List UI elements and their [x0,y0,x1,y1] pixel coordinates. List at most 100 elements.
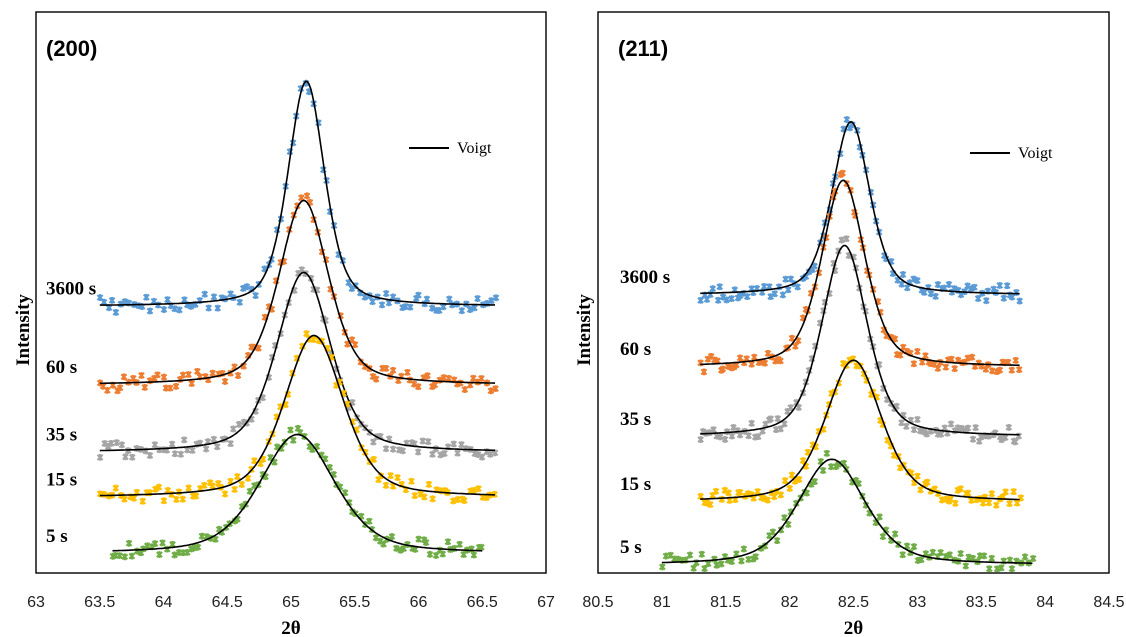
data-point [192,492,200,500]
voigt-fit-line [112,433,483,552]
data-point [180,436,188,444]
data-point [168,440,176,448]
data-point [369,298,376,306]
data-point [1012,356,1020,364]
data-point [891,530,899,538]
data-point [188,380,196,387]
data-point [839,169,846,177]
data-point [697,359,704,367]
data-point [172,382,180,390]
data-point [977,433,985,441]
y-axis-title-left: Intensity [13,294,34,366]
data-point [918,358,926,366]
data-point [415,535,422,543]
data-point [932,293,939,300]
data-point [777,357,784,365]
data-point [151,540,159,548]
data-point [365,517,373,525]
data-point [697,436,704,443]
data-point [229,425,237,433]
data-point [410,380,418,388]
data-point [716,433,724,441]
data-point [1008,366,1016,374]
data-point [185,484,192,492]
legend-label: Voigt [1018,145,1053,162]
data-point [154,371,161,379]
data-point [662,552,670,560]
data-point [988,554,996,562]
data-point [942,363,950,371]
x-tick-label: 65 [282,594,300,611]
data-point [419,437,427,445]
panel-title: (211) [618,36,668,61]
data-point [770,493,778,501]
data-point [372,375,380,383]
data-point [408,477,415,485]
series-35-s [697,235,1023,446]
data-point [898,280,906,288]
data-point [712,487,720,495]
data-point [898,419,905,427]
data-point [146,452,154,459]
data-point [394,474,401,481]
data-point [792,342,799,350]
data-point [143,542,151,550]
data-point [788,334,796,342]
data-point [130,494,138,502]
data-point [181,296,188,304]
data-point [138,372,145,379]
data-point [985,499,993,507]
data-point [449,497,457,505]
data-point [361,293,369,301]
data-point [843,235,850,243]
data-point [303,330,310,338]
data-point [998,436,1005,444]
data-point [876,513,883,521]
data-point [471,304,478,312]
x-tick-label: 81 [653,594,671,611]
data-point [151,441,159,449]
data-point [198,532,206,540]
data-point [187,302,195,310]
data-point [962,562,970,570]
series-60-s [96,192,499,395]
data-point [221,378,229,385]
data-point [716,283,724,291]
data-point [782,275,789,283]
series-label: 15 s [620,474,651,495]
data-point [303,192,311,200]
data-point [462,445,470,453]
data-point [139,497,147,505]
data-point [235,421,243,428]
data-point [965,553,972,561]
legend-label: Voigt [457,140,492,157]
x-tick-label: 63.5 [84,594,115,611]
data-point [387,472,394,480]
data-point [227,440,234,448]
data-point [700,368,708,376]
data-point [441,450,448,457]
data-point [811,262,818,270]
data-point [160,497,168,505]
data-point [964,489,972,497]
data-point [750,353,758,361]
data-point [414,448,422,456]
data-point [725,489,732,497]
data-point [1013,289,1020,296]
data-point [388,533,396,540]
data-point [470,551,478,559]
data-point [289,436,297,444]
data-point [972,424,979,432]
data-point [784,521,792,528]
data-point [210,435,218,443]
panel-211: (211) 80.5 81 81.5 82 82.5 83 83.5 84 84.5 2θ Voigt… [582,11,1125,637]
data-point [781,420,788,428]
data-point [478,453,486,461]
x-tick-label: 81.5 [710,594,741,611]
data-point [964,354,972,362]
data-point [958,424,965,432]
data-point [389,366,397,374]
panel-200: (200) 63 63.5 64 64.5 65 65.5 66 66.5 67 2θ Voigt 36… [27,11,555,637]
data-point [156,551,163,558]
data-point [177,450,185,458]
